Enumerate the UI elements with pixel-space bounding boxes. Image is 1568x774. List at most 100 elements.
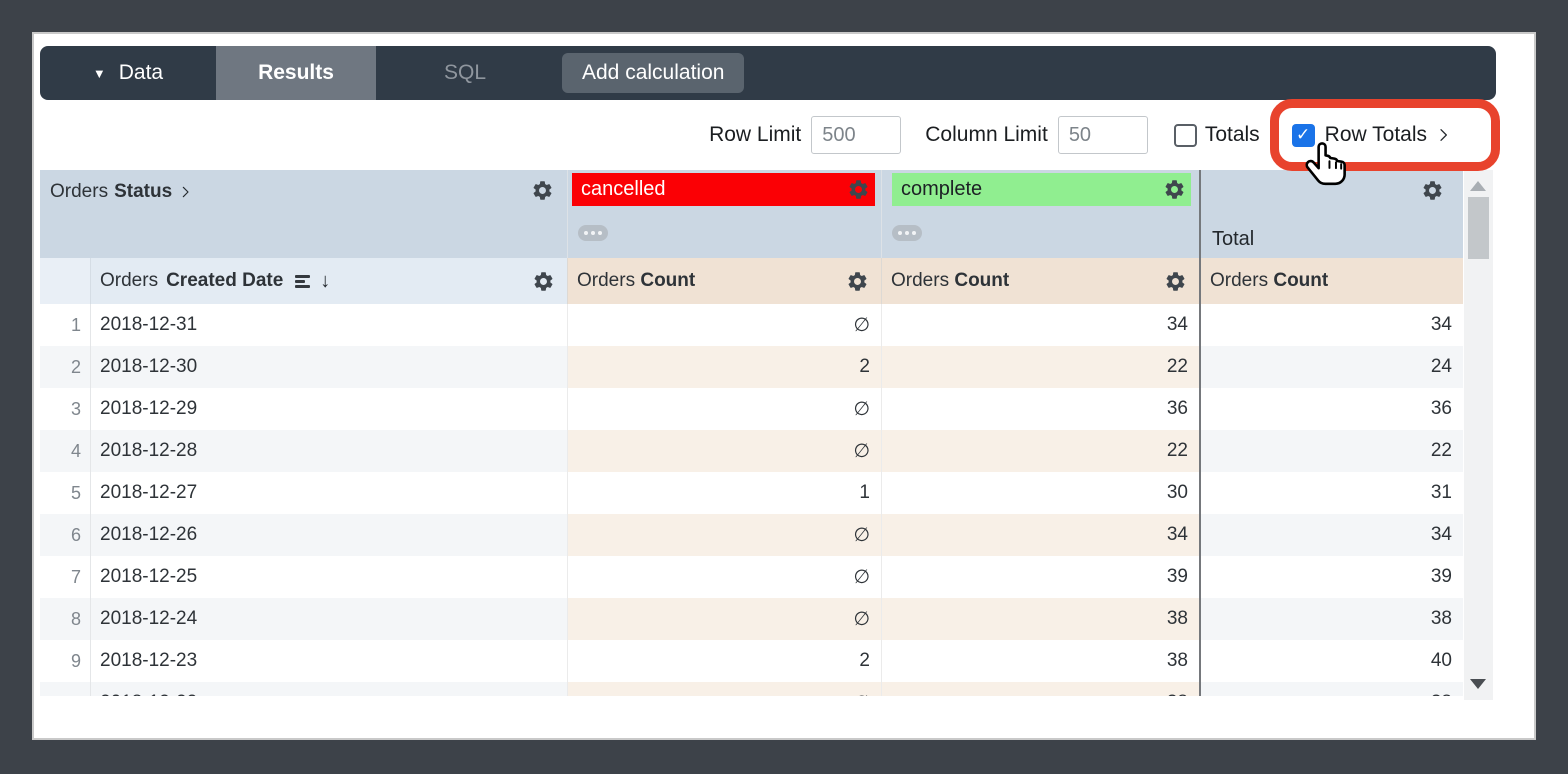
pivot-complete-label: complete	[901, 178, 983, 200]
table-row: 1 2018-12-31 ∅ 34 34	[40, 304, 1463, 346]
total-column-gear-icon[interactable]	[1421, 179, 1444, 202]
complete-count-cell[interactable]: 39	[881, 556, 1199, 598]
pivot-field-header: Orders Status	[40, 170, 567, 258]
row-number: 5	[70, 482, 81, 503]
complete-ellipsis-icon[interactable]	[892, 225, 922, 241]
totals-label[interactable]: Totals	[1204, 123, 1260, 146]
complete-count-cell[interactable]: 34	[881, 514, 1199, 556]
table-row: 7 2018-12-25 ∅ 39 39	[40, 556, 1463, 598]
cancelled-count-cell[interactable]: ∅	[567, 304, 881, 346]
row-totals-label[interactable]: Row Totals	[1324, 123, 1427, 146]
data-section-label: Data	[118, 61, 164, 84]
total-count-cell[interactable]: 34	[1199, 304, 1463, 346]
total-count-cell[interactable]: 24	[1199, 346, 1463, 388]
date-cell[interactable]: 2018-12-28	[90, 430, 567, 472]
total-count-cell[interactable]: 31	[1199, 472, 1463, 514]
chevron-right-icon	[1435, 124, 1452, 146]
results-table: Orders Status cancelled complete	[40, 170, 1463, 696]
complete-gear-icon[interactable]	[1163, 178, 1186, 201]
complete-count-cell[interactable]: 22	[881, 346, 1199, 388]
created-date-field: Created Date	[166, 270, 284, 291]
pivot-column-total: Total	[1199, 170, 1463, 258]
total-count-cell[interactable]: 38	[1199, 598, 1463, 640]
cancelled-count-cell[interactable]: ∅	[567, 514, 881, 556]
checkmark-icon: ✓	[1296, 125, 1311, 144]
orders-status-gear-icon[interactable]	[531, 179, 554, 202]
complete-count-cell[interactable]: 22	[881, 430, 1199, 472]
complete-count-cell[interactable]: 30	[881, 472, 1199, 514]
data-section-toggle[interactable]: ▼ Data	[40, 46, 216, 100]
orders-status-header[interactable]: Orders Status	[50, 181, 193, 203]
column-limit-label: Column Limit	[925, 123, 1048, 146]
total-count-cell[interactable]: 40	[1199, 640, 1463, 682]
date-cell[interactable]: 2018-12-24	[90, 598, 567, 640]
total-count-cell[interactable]: 38	[1199, 682, 1463, 696]
row-totals-checkbox[interactable]: ✓	[1291, 123, 1315, 147]
count-complete-gear-icon[interactable]	[1164, 270, 1187, 293]
complete-count-cell[interactable]: 38	[881, 640, 1199, 682]
table-row: 3 2018-12-29 ∅ 36 36	[40, 388, 1463, 430]
count-cancelled-gear-icon[interactable]	[846, 270, 869, 293]
totals-checkbox[interactable]	[1173, 123, 1197, 147]
table-row: 10 2018-12-22 ∅ 38 38	[40, 682, 1463, 696]
pivot-header-row: Orders Status cancelled complete	[40, 170, 1463, 258]
orders-count-field: Count	[954, 270, 1010, 291]
cancelled-count-cell[interactable]: ∅	[567, 598, 881, 640]
total-count-cell[interactable]: 39	[1199, 556, 1463, 598]
pivot-value-complete[interactable]: complete	[892, 173, 1191, 206]
cancelled-count-cell[interactable]: 2	[567, 346, 881, 388]
vertical-scrollbar[interactable]	[1464, 170, 1493, 700]
row-number: 1	[70, 314, 81, 335]
tab-sql[interactable]: SQL	[443, 61, 487, 84]
date-cell[interactable]: 2018-12-31	[90, 304, 567, 346]
row-limit-input[interactable]	[811, 116, 902, 154]
table-row: 8 2018-12-24 ∅ 38 38	[40, 598, 1463, 640]
orders-count-header-total[interactable]: Orders Count	[1199, 258, 1463, 304]
total-count-cell[interactable]: 34	[1199, 514, 1463, 556]
total-count-cell[interactable]: 22	[1199, 430, 1463, 472]
total-count-cell[interactable]: 36	[1199, 388, 1463, 430]
pivot-value-cancelled[interactable]: cancelled	[572, 173, 875, 206]
pivot-column-cancelled: cancelled	[567, 170, 881, 258]
tab-results[interactable]: Results	[216, 46, 376, 100]
date-cell[interactable]: 2018-12-29	[90, 388, 567, 430]
complete-count-cell[interactable]: 38	[881, 682, 1199, 696]
cancelled-count-cell[interactable]: ∅	[567, 556, 881, 598]
cancelled-count-cell[interactable]: ∅	[567, 430, 881, 472]
cancelled-count-cell[interactable]: 2	[567, 640, 881, 682]
date-cell[interactable]: 2018-12-26	[90, 514, 567, 556]
orders-count-header-complete[interactable]: Orders Count	[881, 258, 1199, 304]
date-cell[interactable]: 2018-12-23	[90, 640, 567, 682]
row-number: 8	[40, 598, 90, 640]
complete-count-cell[interactable]: 36	[881, 388, 1199, 430]
orders-created-date-header[interactable]: Orders Created Date ↓	[90, 258, 567, 304]
add-calculation-button[interactable]: Add calculation	[562, 53, 745, 93]
scrollbar-thumb[interactable]	[1468, 197, 1489, 259]
row-number: 2	[40, 346, 90, 388]
column-limit-input[interactable]	[1057, 116, 1148, 154]
created-date-gear-icon[interactable]	[532, 270, 555, 293]
orders-count-prefix: Orders	[891, 270, 950, 291]
total-column-label: Total	[1212, 228, 1255, 250]
cancelled-gear-icon[interactable]	[847, 178, 870, 201]
complete-count-cell[interactable]: 38	[881, 598, 1199, 640]
table-row: 4 2018-12-28 ∅ 22 22	[40, 430, 1463, 472]
cancelled-ellipsis-icon[interactable]	[578, 225, 608, 241]
orders-status-field: Status	[114, 181, 173, 202]
column-header-row: Orders Created Date ↓ Orders Count Order…	[40, 258, 1463, 304]
date-cell[interactable]: 2018-12-25	[90, 556, 567, 598]
date-cell[interactable]: 2018-12-22	[90, 682, 567, 696]
row-number: 3	[70, 398, 81, 419]
table-row: 9 2018-12-23 2 38 40	[40, 640, 1463, 682]
complete-count-cell[interactable]: 34	[881, 304, 1199, 346]
cancelled-count-cell[interactable]: ∅	[567, 388, 881, 430]
cancelled-count-cell[interactable]: 1	[567, 472, 881, 514]
row-number: 6	[40, 514, 90, 556]
orders-count-header-cancelled[interactable]: Orders Count	[567, 258, 881, 304]
scroll-down-icon[interactable]	[1470, 679, 1486, 689]
date-cell[interactable]: 2018-12-30	[90, 346, 567, 388]
data-section-navbar: ▼ Data Results SQL Add calculation	[40, 46, 1496, 100]
date-cell[interactable]: 2018-12-27	[90, 472, 567, 514]
cancelled-count-cell[interactable]: ∅	[567, 682, 881, 696]
scroll-up-icon[interactable]	[1470, 181, 1486, 191]
